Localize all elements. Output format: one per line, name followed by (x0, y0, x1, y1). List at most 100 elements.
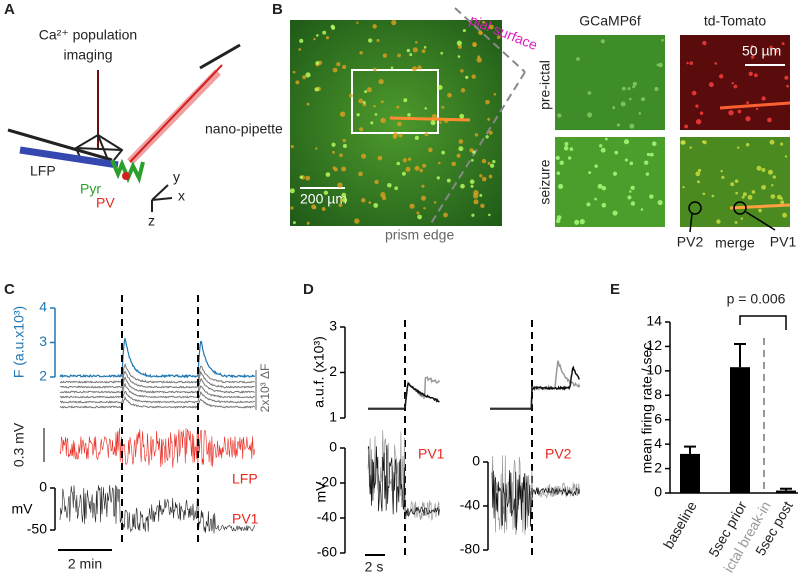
cell (487, 117, 491, 121)
cell (699, 111, 704, 115)
cell (629, 190, 632, 193)
cell (735, 191, 739, 195)
panel-label: E (610, 281, 620, 298)
cell (586, 202, 591, 207)
label: LFP (232, 471, 258, 487)
cell (661, 39, 664, 42)
cell (421, 184, 425, 188)
panel-label: A (4, 1, 15, 18)
cell (594, 197, 597, 201)
cell (380, 100, 384, 104)
cell (769, 45, 773, 49)
cell (362, 101, 366, 104)
cell (419, 168, 423, 173)
y-tick-label: 2 (329, 363, 337, 379)
cell (380, 192, 386, 198)
scale-label: 2 min (68, 556, 102, 572)
cell (474, 133, 479, 137)
y-tick-label: -40 (460, 497, 480, 513)
row-label: pre-ictal (537, 60, 553, 110)
cell (761, 96, 766, 101)
cell (407, 157, 412, 161)
cell (731, 81, 734, 85)
cell (771, 184, 774, 187)
axis-label: y (173, 169, 180, 185)
cells (289, 20, 791, 225)
cell (457, 44, 462, 49)
cell (447, 92, 452, 98)
cell (629, 123, 635, 129)
cell (407, 113, 411, 117)
cell (471, 74, 476, 79)
cell (767, 169, 773, 175)
cell (437, 161, 441, 165)
cell (470, 158, 474, 162)
cell (761, 168, 766, 173)
cell (640, 208, 644, 211)
cell (485, 135, 489, 139)
cell (556, 218, 561, 224)
cell (600, 39, 605, 44)
cell (481, 176, 487, 182)
cell (740, 217, 744, 220)
cell (325, 172, 331, 177)
cell (336, 62, 341, 67)
cell (643, 160, 649, 165)
cell (472, 150, 476, 154)
trace (367, 445, 440, 518)
cell (332, 150, 335, 154)
cell (761, 184, 767, 190)
trace (59, 484, 255, 534)
cell (557, 183, 564, 190)
y-tick-label: 4 (39, 299, 47, 315)
cell (629, 97, 632, 101)
cell (473, 199, 479, 205)
scale-label: 2 s (365, 559, 384, 575)
cell (751, 55, 755, 59)
cell (338, 203, 343, 207)
cell (409, 53, 413, 57)
cell (691, 90, 697, 96)
cell (342, 197, 348, 203)
cell (478, 30, 483, 35)
guides (429, 7, 526, 226)
cell (390, 66, 394, 70)
cell (331, 142, 336, 147)
cell (597, 183, 603, 189)
cell (358, 171, 363, 177)
cell (359, 127, 364, 132)
trace (490, 365, 581, 410)
y-tick-label: 3 (329, 318, 337, 334)
trace (59, 338, 256, 379)
cell (460, 88, 466, 93)
y-tick-label: 8 (654, 386, 662, 402)
cell (487, 161, 491, 165)
cell (382, 53, 388, 58)
cell (614, 150, 619, 155)
label: LFP (30, 163, 56, 179)
cell (594, 164, 598, 168)
cell (368, 201, 372, 205)
cell (315, 147, 318, 150)
cell (431, 113, 437, 120)
cell (684, 124, 689, 129)
cell (441, 105, 445, 109)
cell (753, 73, 758, 78)
cell (323, 190, 329, 195)
cell (730, 182, 735, 187)
cell (401, 171, 406, 176)
cell (716, 219, 721, 224)
cell (374, 179, 379, 185)
label: nano-pipette (205, 121, 283, 137)
cell (721, 175, 725, 180)
cell (736, 146, 740, 149)
cell (394, 186, 399, 191)
cell (695, 118, 702, 125)
trace (59, 362, 255, 384)
cell (374, 113, 378, 116)
cell (479, 174, 483, 178)
axis-label: z (148, 213, 155, 229)
cell (359, 51, 363, 55)
cell (433, 201, 437, 204)
cell (415, 40, 418, 44)
